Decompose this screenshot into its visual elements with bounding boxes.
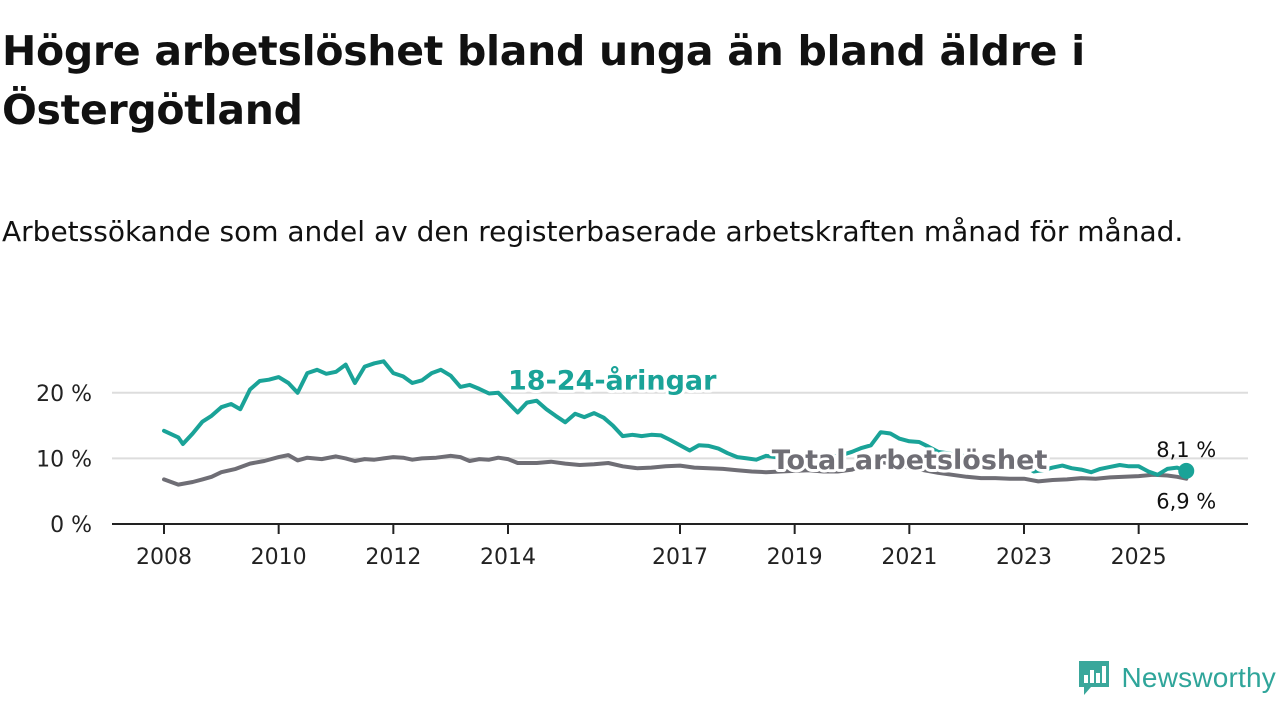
newsworthy-logo-icon (1078, 661, 1109, 695)
page-title: Högre arbetslöshet bland unga än bland ä… (2, 27, 1085, 134)
end-marker-youth (1178, 462, 1195, 479)
page-subtitle: Arbetssökande som andel av den registerb… (2, 215, 1184, 248)
x-tick-label: 2008 (136, 545, 192, 570)
x-tick-label: 2014 (480, 545, 536, 570)
series-label-total: Total arbetslöshet (772, 445, 1048, 476)
x-tick-label: 2012 (365, 545, 421, 570)
newsworthy-logo[interactable]: Newsworthy (1076, 658, 1276, 698)
y-tick-label: 20 % (36, 382, 92, 407)
line-chart: 0 % 10 % 20 % 2008 2010 2012 2014 2017 2019 2021 2… (36, 359, 1248, 570)
x-tick-label: 2017 (652, 545, 708, 570)
end-label-total: 6,9 % (1156, 490, 1216, 514)
series-line-youth (162, 359, 1189, 477)
x-tick-label: 2025 (1111, 545, 1167, 570)
y-tick-label: 10 % (36, 447, 92, 472)
x-tick-label: 2010 (251, 545, 307, 570)
end-label-youth: 8,1 % (1156, 438, 1216, 462)
y-tick-label: 0 % (50, 513, 92, 538)
x-tick-label: 2019 (767, 545, 823, 570)
series-label-youth: 18-24-åringar (508, 365, 717, 397)
brand-name: Newsworthy (1121, 662, 1276, 693)
series-line-total (162, 453, 1189, 487)
x-tick-label: 2023 (996, 545, 1052, 570)
x-tick-label: 2021 (881, 545, 937, 570)
